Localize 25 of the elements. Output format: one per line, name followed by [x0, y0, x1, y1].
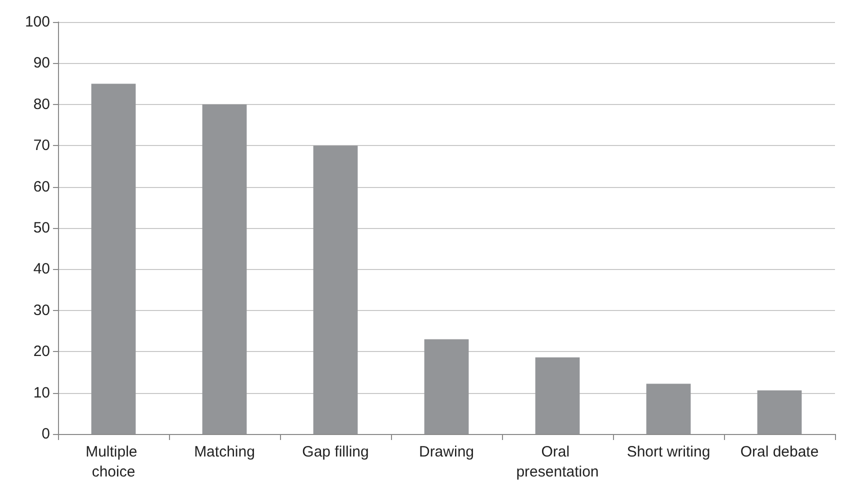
x-tick-label: Oral presentation	[516, 444, 599, 480]
x-tick-label: Multiple choice	[86, 444, 142, 480]
bar	[202, 104, 247, 434]
y-tick-label: 10	[33, 384, 50, 402]
bar	[646, 384, 691, 434]
x-tick-label: Matching	[194, 444, 255, 460]
y-tick-label: 60	[33, 178, 50, 196]
y-tick-label: 0	[42, 426, 50, 442]
bar	[424, 339, 469, 434]
bar	[313, 146, 358, 434]
x-tick-label: Short writing	[626, 444, 710, 460]
bar	[91, 84, 136, 434]
bar	[535, 357, 580, 434]
y-tick-label: 20	[33, 343, 50, 360]
y-tick-label: 50	[33, 220, 50, 236]
y-tick-label: 70	[33, 137, 50, 154]
y-tick-label: 30	[33, 302, 50, 319]
bar	[757, 390, 802, 434]
y-tick-label: 40	[33, 260, 50, 278]
y-tick-label: 80	[33, 96, 50, 113]
x-tick-label: Oral debate	[740, 444, 819, 460]
y-tick-label: 90	[33, 54, 50, 72]
y-tick-label: 100	[24, 14, 50, 30]
x-tick-label: Drawing	[418, 444, 474, 460]
x-tick-label: Gap filling	[302, 444, 369, 460]
